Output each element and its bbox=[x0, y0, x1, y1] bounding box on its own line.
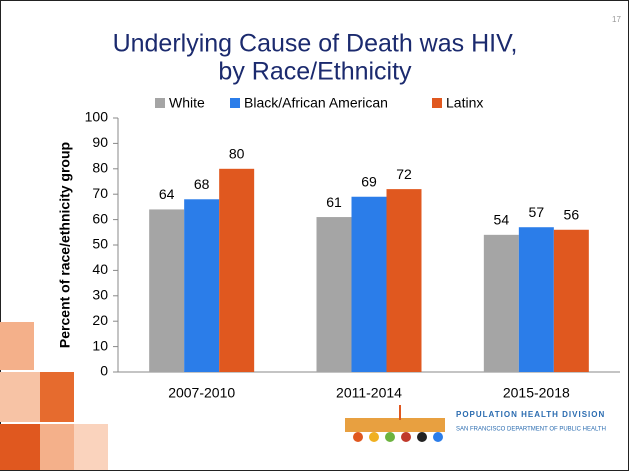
chart-title: Underlying Cause of Death was HIV, bbox=[113, 30, 518, 58]
decoration bbox=[0, 322, 108, 470]
data-label: 72 bbox=[396, 166, 412, 182]
bar bbox=[483, 234, 519, 372]
data-label: 64 bbox=[159, 186, 175, 202]
chart-title: by Race/Ethnicity bbox=[218, 58, 412, 86]
logo bbox=[345, 405, 445, 442]
data-label: 57 bbox=[529, 204, 545, 220]
x-tick-label: 2007-2010 bbox=[168, 385, 235, 401]
legend-swatch bbox=[230, 98, 240, 108]
logo-subtitle: SAN FRANCISCO DEPARTMENT OF PUBLIC HEALT… bbox=[456, 427, 606, 433]
bar bbox=[518, 227, 554, 372]
logo-title: POPULATION HEALTH DIVISION bbox=[456, 410, 605, 419]
legend-swatch bbox=[155, 98, 165, 108]
data-label: 80 bbox=[229, 146, 245, 162]
y-tick-label: 100 bbox=[85, 109, 109, 125]
y-tick-label: 70 bbox=[92, 185, 108, 201]
y-tick-label: 30 bbox=[92, 287, 108, 303]
data-label: 61 bbox=[326, 194, 342, 210]
bar bbox=[149, 209, 185, 372]
bar bbox=[316, 217, 352, 372]
bar bbox=[219, 168, 255, 372]
page-number: 17 bbox=[612, 15, 621, 24]
data-label: 54 bbox=[494, 212, 510, 228]
y-tick-label: 60 bbox=[92, 210, 108, 226]
data-label: 56 bbox=[564, 206, 580, 222]
y-tick-label: 40 bbox=[92, 261, 108, 277]
y-tick-label: 0 bbox=[100, 363, 108, 379]
legend-label: Latinx bbox=[446, 95, 483, 111]
bar bbox=[351, 196, 387, 372]
x-tick-label: 2015-2018 bbox=[503, 385, 570, 401]
data-label: 68 bbox=[194, 176, 210, 192]
y-tick-label: 50 bbox=[92, 236, 108, 252]
y-tick-label: 20 bbox=[92, 312, 108, 328]
y-tick-label: 90 bbox=[92, 134, 108, 150]
data-label: 69 bbox=[361, 173, 377, 189]
bar bbox=[386, 189, 422, 372]
legend-swatch bbox=[432, 98, 442, 108]
legend-label: White bbox=[169, 95, 205, 111]
y-axis-title: Percent of race/ethnicity group bbox=[57, 142, 73, 348]
legend-label: Black/African American bbox=[244, 95, 388, 111]
x-tick-label: 2011-2014 bbox=[336, 385, 402, 401]
y-tick-label: 10 bbox=[92, 337, 108, 353]
bar bbox=[184, 199, 220, 372]
bar bbox=[553, 229, 589, 372]
y-tick-label: 80 bbox=[92, 160, 108, 176]
